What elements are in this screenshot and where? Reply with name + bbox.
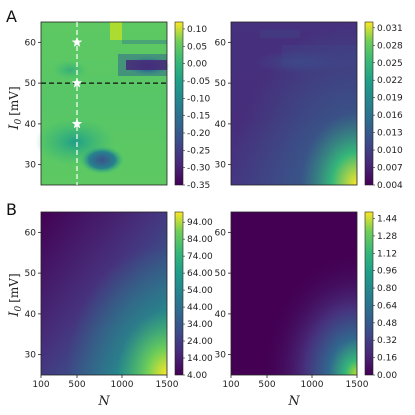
colorbar-tick-label: -0.25 [187, 146, 210, 156]
colorbar [174, 21, 184, 186]
colorbar-tick-label: 14.00 [187, 354, 213, 364]
colorbar [174, 211, 184, 376]
colorbar-tick-label: 0.00 [377, 371, 397, 381]
colorbar-tick-label: 0.007 [377, 164, 403, 174]
colorbar-tick-label: 34.00 [187, 320, 213, 330]
heatmap-field [231, 212, 357, 375]
y-tick-label: 40 [25, 310, 37, 320]
colorbar-tick-label: 64.00 [187, 269, 213, 279]
y-axis-label-main: I [7, 311, 22, 318]
x-tick-label: 100 [222, 380, 239, 390]
y-tick-label: 30 [215, 161, 227, 171]
y-tick-label: 40 [215, 310, 227, 320]
colorbar-tick-label: 54.00 [187, 286, 213, 296]
colorbar-tick-label: 44.00 [187, 303, 213, 313]
y-axis-label-unit: [mV] [7, 273, 21, 302]
heatmap-field [231, 22, 357, 185]
y-tick-label: 30 [25, 161, 37, 171]
colorbar-tick-label: 0.48 [377, 319, 397, 329]
panel-label-a: A [6, 7, 17, 26]
y-tick-label: 50 [215, 269, 227, 279]
y-axis-label-a: I0 [mV] [7, 86, 24, 130]
colorbar-tick-label: 0.05 [187, 42, 207, 52]
colorbar-tick-label: 0.80 [377, 284, 397, 294]
x-tick-label: 500 [258, 380, 275, 390]
colorbar-tick-label: 24.00 [187, 337, 213, 347]
y-tick-label: 30 [215, 351, 227, 361]
colorbar-tick-label: 0.004 [377, 181, 403, 191]
colorbar-tick-label: 0.010 [377, 146, 403, 156]
colorbar-tick-label: 84.00 [187, 235, 213, 245]
x-tick-label: 1000 [111, 380, 134, 390]
colorbar-tick-label: -0.10 [187, 94, 211, 104]
colorbar-tick-label: 0.025 [377, 59, 403, 69]
x-tick-label: 1500 [156, 380, 179, 390]
colorbar [364, 21, 374, 186]
y-axis-label-b: I0 [mV] [7, 273, 24, 317]
y-tick-label: 30 [25, 351, 37, 361]
star-marker [71, 118, 83, 129]
y-tick-label: 50 [215, 79, 227, 89]
y-axis-label-sub: 0 [14, 119, 24, 125]
x-tick-label: 100 [32, 380, 49, 390]
colorbar [364, 211, 374, 376]
y-tick-label: 60 [25, 38, 37, 48]
star-marker [71, 36, 83, 47]
colorbar-tick-label: 0.013 [377, 129, 403, 139]
colorbar-tick-label: 0.00 [187, 60, 207, 70]
colorbar-tick-label: -0.05 [187, 77, 210, 87]
x-tick-label: 1000 [301, 380, 324, 390]
colorbar-tick-label: 0.16 [377, 354, 397, 364]
colorbar-tick-label: 94.00 [187, 218, 213, 228]
x-tick-label: 500 [68, 380, 85, 390]
heatmap-field [35, 22, 170, 185]
colorbar-tick-label: 74.00 [187, 252, 213, 262]
x-axis-label-b-right: N [287, 394, 300, 409]
colorbar-tick-label: 1.28 [377, 232, 397, 242]
panel-a-left: A 30 40 50 60 I0 [mV] 0.10 0.05 0.00 -0.05 -0.10… [6, 7, 211, 191]
colorbar-tick-label: -0.35 [187, 181, 210, 191]
colorbar-tick-label: 0.022 [377, 76, 403, 86]
y-axis-label-unit: [mV] [7, 86, 21, 115]
colorbar-tick-label: 0.028 [377, 41, 403, 51]
x-axis-label-b-left: N [97, 394, 110, 409]
colorbar-tick-label: -0.15 [187, 112, 210, 122]
y-tick-label: 40 [215, 120, 227, 130]
colorbar-tick-label: -0.20 [187, 129, 211, 139]
y-tick-label: 60 [25, 228, 37, 238]
star-marker [71, 77, 83, 88]
y-tick-label: 60 [215, 38, 227, 48]
colorbar-tick-label: 1.12 [377, 249, 397, 259]
y-tick-label: 50 [25, 79, 37, 89]
colorbar-tick-label: 4.00 [187, 371, 207, 381]
panel-label-b: B [6, 200, 17, 219]
heatmap-field [41, 212, 167, 375]
colorbar-tick-label: 0.32 [377, 336, 397, 346]
colorbar-tick-label: 0.10 [187, 25, 207, 35]
panel-a-right: 30 40 50 60 0.031 0.028 0.025 0.022 0.019 0.016 0… [215, 21, 403, 191]
colorbar-tick-label: -0.30 [187, 164, 211, 174]
colorbar-tick-label: 0.031 [377, 24, 403, 34]
y-tick-label: 40 [25, 120, 37, 130]
colorbar-tick-label: 0.019 [377, 94, 403, 104]
colorbar-tick-label: 0.96 [377, 267, 397, 277]
colorbar-tick-label: 0.64 [377, 301, 397, 311]
x-tick-label: 1500 [346, 380, 369, 390]
colorbar-tick-label: 0.016 [377, 111, 403, 121]
y-axis-label-main: I [7, 124, 22, 131]
y-tick-label: 60 [215, 228, 227, 238]
panel-b-right: 30 40 50 60 100 500 1000 1500 N 1.44 1.28 1.12 0.9… [215, 211, 397, 409]
panel-b-left: B 30 40 50 60 100 500 1000 1500 I0 [mV] N 94.00 8… [6, 200, 213, 409]
y-tick-label: 50 [25, 269, 37, 279]
colorbar-tick-label: 1.44 [377, 215, 397, 225]
y-axis-label-sub: 0 [14, 306, 24, 312]
